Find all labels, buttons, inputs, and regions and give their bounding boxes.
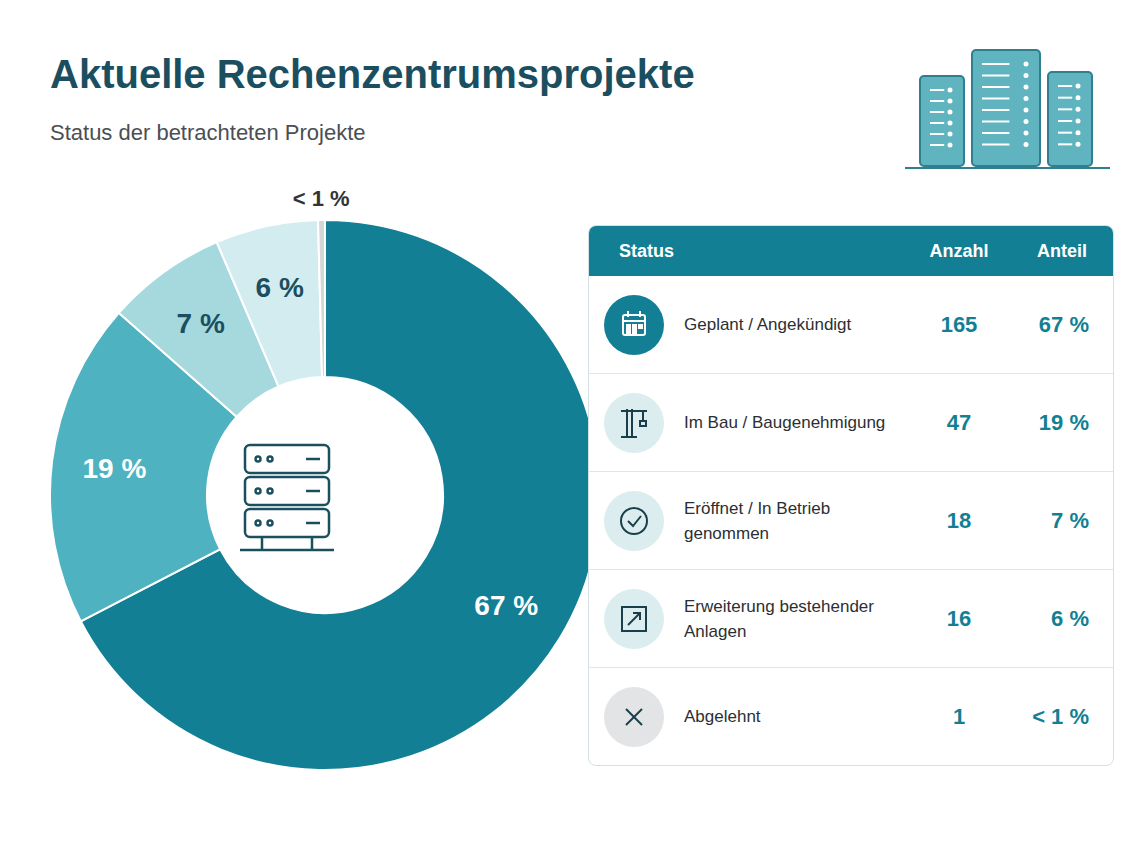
- html-text:Abgelehnt: Abgelehnt: [684, 707, 761, 726]
- html-text:1: 1: [952, 703, 966, 729]
- html-text:Status der betrachteten Projek: Status der betrachteten Projekte: [50, 120, 366, 145]
- html-text:Anzahl: Anzahl: [929, 240, 989, 261]
- html-text:Erweiterung bestehender Anlage: Erweiterung bestehender Anlagen: [684, 596, 874, 641]
- svg-text:67 %: 67 %: [474, 590, 538, 621]
- html-text:6 %: 6 %: [1051, 605, 1089, 631]
- html-text:Aktuelle Rechenzentrumsprojekt: Aktuelle Rechenzentrumsprojekte: [50, 52, 695, 96]
- html-text:67 %: 67 %: [1038, 311, 1089, 337]
- html-text:18: 18: [946, 507, 972, 533]
- svg-text:< 1 %: < 1 %: [293, 186, 350, 211]
- html-text:7 %: 7 %: [1051, 507, 1089, 533]
- html-text:Anteil: Anteil: [1037, 240, 1087, 261]
- svg-text:19 %: 19 %: [82, 453, 146, 484]
- svg-text:6 %: 6 %: [256, 272, 304, 303]
- html-text:165: 165: [940, 311, 978, 337]
- html-text:Im Bau / Baugenehmigung: Im Bau / Baugenehmigung: [684, 413, 886, 432]
- html-text:19 %: 19 %: [1038, 409, 1089, 435]
- html-text:Status: Status: [619, 240, 674, 261]
- html-text:< 1 %: < 1 %: [1032, 703, 1089, 729]
- html-text:Geplant / Angekündigt: Geplant / Angekündigt: [684, 315, 852, 334]
- html-text:Eröffnet / In Betrieb genommen: Eröffnet / In Betrieb genommen: [684, 498, 831, 543]
- svg-text:7 %: 7 %: [177, 308, 225, 339]
- html-text:16: 16: [946, 605, 972, 631]
- html-text:47: 47: [946, 409, 972, 435]
